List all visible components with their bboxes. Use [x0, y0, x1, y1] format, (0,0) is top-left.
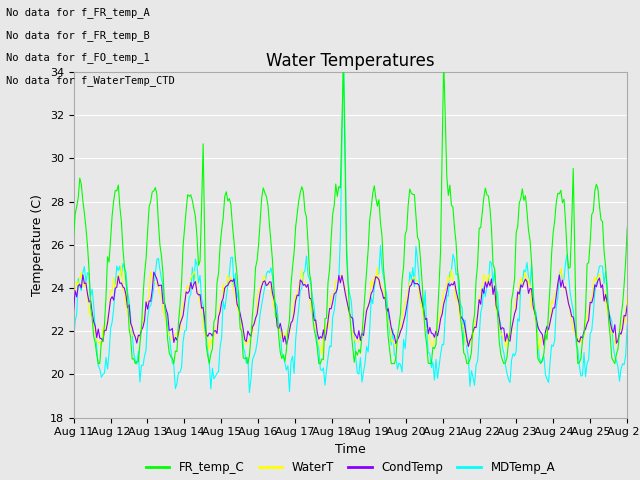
Text: No data for f_WaterTemp_CTD: No data for f_WaterTemp_CTD [6, 75, 175, 86]
Legend: FR_temp_C, WaterT, CondTemp, MDTemp_A: FR_temp_C, WaterT, CondTemp, MDTemp_A [141, 456, 560, 479]
Title: Water Temperatures: Water Temperatures [266, 52, 435, 71]
Text: No data for f_FR_temp_A: No data for f_FR_temp_A [6, 7, 150, 18]
Y-axis label: Temperature (C): Temperature (C) [31, 194, 44, 296]
Text: No data for f_FR_temp_B: No data for f_FR_temp_B [6, 30, 150, 41]
Text: No data for f_FO_temp_1: No data for f_FO_temp_1 [6, 52, 150, 63]
X-axis label: Time: Time [335, 443, 366, 456]
